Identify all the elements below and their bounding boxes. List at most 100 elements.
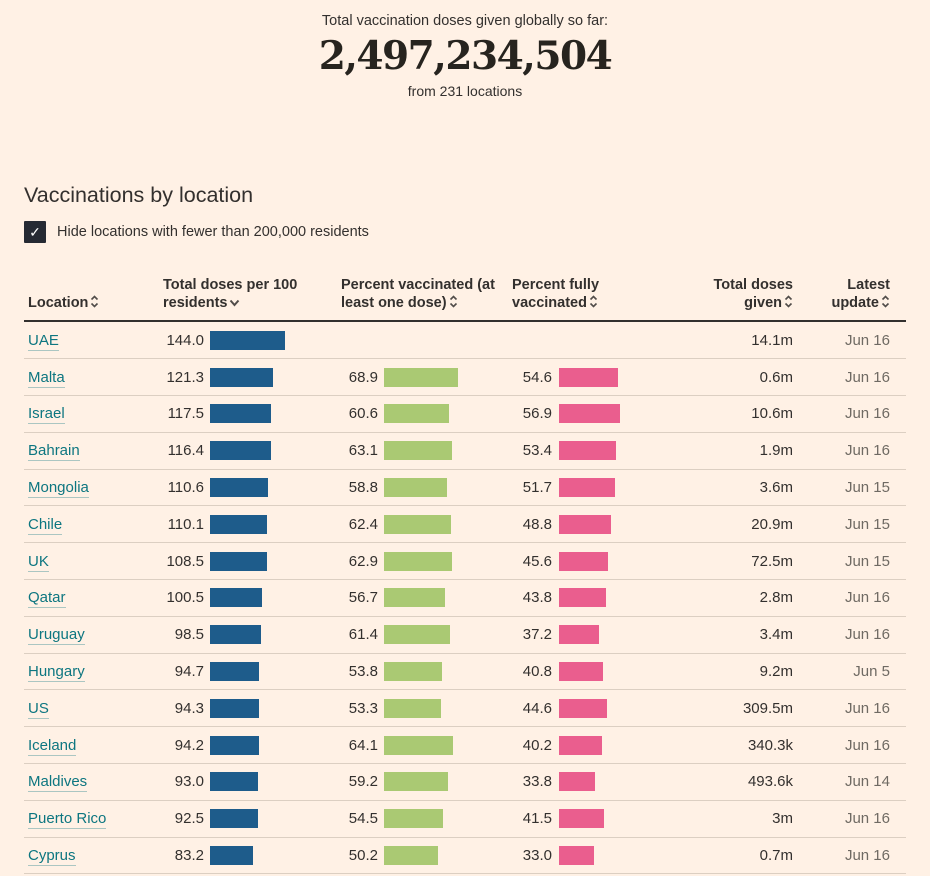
doses-per-100-value: 144.0: [166, 331, 204, 349]
location-link[interactable]: Chile: [28, 515, 63, 535]
doses-per-100-bar: [210, 698, 260, 718]
doses-per-100-value: 94.2: [174, 736, 204, 754]
column-header-location-label: Location: [28, 294, 89, 311]
location-link[interactable]: Uruguay: [28, 626, 85, 646]
column-header-pct-fully[interactable]: Percent fully vaccinated: [510, 277, 682, 312]
total-doses-value: 10.6m: [751, 405, 793, 423]
column-header-total-given[interactable]: Total doses given: [682, 277, 794, 312]
latest-update-value: Jun 16: [844, 699, 890, 717]
doses-per-100-value: 92.5: [174, 810, 204, 828]
sort-both-icon: [91, 295, 99, 308]
total-doses-value: 20.9m: [751, 515, 793, 533]
pct-one-dose-value: 60.6: [348, 405, 378, 423]
pct-fully-bar: [559, 809, 604, 829]
table-row: Puerto Rico 92.5 54.5 41.5 3m Jun 16: [24, 801, 906, 838]
table-row: UAE 144.0 14.1m Jun 16: [24, 322, 906, 360]
latest-update-value: Jun 15: [844, 478, 890, 496]
pct-fully-bar: [559, 772, 596, 792]
pct-one-dose-value: 54.5: [348, 810, 378, 828]
pct-fully-value: 33.8: [522, 773, 552, 791]
locations-count-label: from 231 locations: [407, 83, 523, 99]
table-row: Hungary 94.7 53.8 40.8 9.2m Jun 5: [24, 654, 906, 691]
doses-per-100-bar: [210, 845, 254, 865]
total-doses-value: 2.8m: [759, 589, 793, 607]
location-link[interactable]: Puerto Rico: [28, 810, 107, 830]
pct-one-dose-value: 61.4: [348, 626, 378, 644]
total-doses-value: 9.2m: [759, 662, 793, 680]
location-link[interactable]: US: [28, 699, 49, 719]
table-row: Chile 110.1 62.4 48.8 20.9m Jun 15: [24, 506, 906, 544]
pct-fully-bar: [559, 367, 618, 387]
column-header-pct-fully-label: Percent fully vaccinated: [512, 277, 600, 311]
latest-update-value: Jun 16: [844, 810, 890, 828]
location-link[interactable]: Cyprus: [28, 846, 76, 866]
pct-fully-value: 45.6: [522, 552, 552, 570]
pct-one-dose-bar: [384, 735, 453, 755]
location-link[interactable]: UK: [28, 552, 49, 572]
pct-one-dose-bar: [384, 625, 450, 645]
pct-fully-value: 43.8: [522, 589, 552, 607]
doses-per-100-value: 121.3: [166, 368, 204, 386]
sort-both-icon: [784, 295, 793, 308]
doses-per-100-bar: [210, 625, 262, 645]
table-row: Qatar 100.5 56.7 43.8 2.8m Jun 16: [24, 580, 906, 617]
column-header-pct-one-dose[interactable]: Percent vaccinated (at least one dose): [336, 277, 510, 312]
table-body: UAE 144.0 14.1m Jun 16 Malta 121.3 68.9: [24, 322, 906, 875]
location-link[interactable]: Qatar: [28, 589, 66, 609]
table-row: Israel 117.5 60.6 56.9 10.6m Jun 16: [24, 396, 906, 433]
doses-per-100-bar: [210, 477, 268, 497]
latest-update-value: Jun 16: [844, 405, 890, 423]
location-link[interactable]: Maldives: [28, 773, 88, 793]
latest-update-value: Jun 5: [853, 662, 890, 680]
table-row: US 94.3 53.3 44.6 309.5m Jun 16: [24, 690, 906, 728]
pct-fully-value: 37.2: [522, 626, 552, 644]
sort-both-icon: [449, 295, 457, 308]
pct-one-dose-value: 59.2: [348, 773, 378, 791]
location-link[interactable]: Hungary: [28, 662, 85, 682]
hide-small-locations-checkbox[interactable]: ✓: [24, 221, 46, 243]
total-doses-value: 493.6k: [747, 773, 793, 791]
column-header-pct-one-dose-label: Percent vaccinated (at least one dose): [341, 277, 495, 311]
table-row: Maldives 93.0 59.2 33.8 493.6k Jun 14: [24, 764, 906, 801]
total-doses-value: 0.7m: [759, 846, 793, 864]
pct-one-dose-value: 53.3: [348, 699, 378, 717]
column-header-latest-update-label: Latest update: [831, 277, 890, 311]
doses-per-100-value: 117.5: [167, 405, 204, 423]
location-link[interactable]: Mongolia: [28, 478, 89, 498]
table-row: Malta 121.3 68.9 54.6 0.6m Jun 16: [24, 359, 906, 396]
doses-per-100-value: 110.1: [167, 515, 204, 533]
location-link[interactable]: Iceland: [28, 736, 77, 756]
location-link[interactable]: Malta: [28, 368, 65, 388]
pct-fully-value: 44.6: [522, 699, 552, 717]
pct-one-dose-value: 62.9: [348, 552, 378, 570]
total-doses-count: 2,497,234,504: [318, 33, 613, 79]
doses-per-100-value: 98.5: [174, 626, 204, 644]
pct-one-dose-bar: [384, 661, 442, 681]
latest-update-value: Jun 16: [844, 626, 890, 644]
doses-per-100-value: 108.5: [166, 552, 204, 570]
pct-one-dose-value: 50.2: [348, 846, 378, 864]
summary-label: Total vaccination doses given globally s…: [321, 13, 609, 29]
pct-fully-value: 40.8: [522, 662, 552, 680]
doses-per-100-bar: [210, 404, 272, 424]
column-header-latest-update[interactable]: Latest update: [793, 277, 906, 312]
column-header-doses-per-100[interactable]: Total doses per 100 residents: [160, 277, 336, 312]
pct-one-dose-bar: [384, 809, 443, 829]
doses-per-100-value: 94.3: [174, 699, 204, 717]
pct-one-dose-bar: [384, 551, 452, 571]
location-link[interactable]: UAE: [28, 331, 59, 351]
doses-per-100-value: 110.6: [167, 478, 204, 496]
doses-per-100-bar: [210, 735, 260, 755]
location-link[interactable]: Bahrain: [28, 442, 80, 462]
latest-update-value: Jun 15: [844, 515, 890, 533]
location-link[interactable]: Israel: [28, 405, 65, 425]
column-header-location[interactable]: Location: [24, 295, 160, 313]
pct-one-dose-value: 63.1: [348, 442, 378, 460]
pct-one-dose-bar: [384, 404, 450, 424]
latest-update-value: Jun 16: [844, 736, 890, 754]
table-row: Cyprus 83.2 50.2 33.0 0.7m Jun 16: [24, 838, 906, 875]
section-title: Vaccinations by location: [24, 183, 254, 207]
pct-fully-value: 53.4: [522, 442, 552, 460]
pct-one-dose-bar: [384, 845, 438, 865]
table-row: Mongolia 110.6 58.8 51.7 3.6m Jun 15: [24, 470, 906, 507]
